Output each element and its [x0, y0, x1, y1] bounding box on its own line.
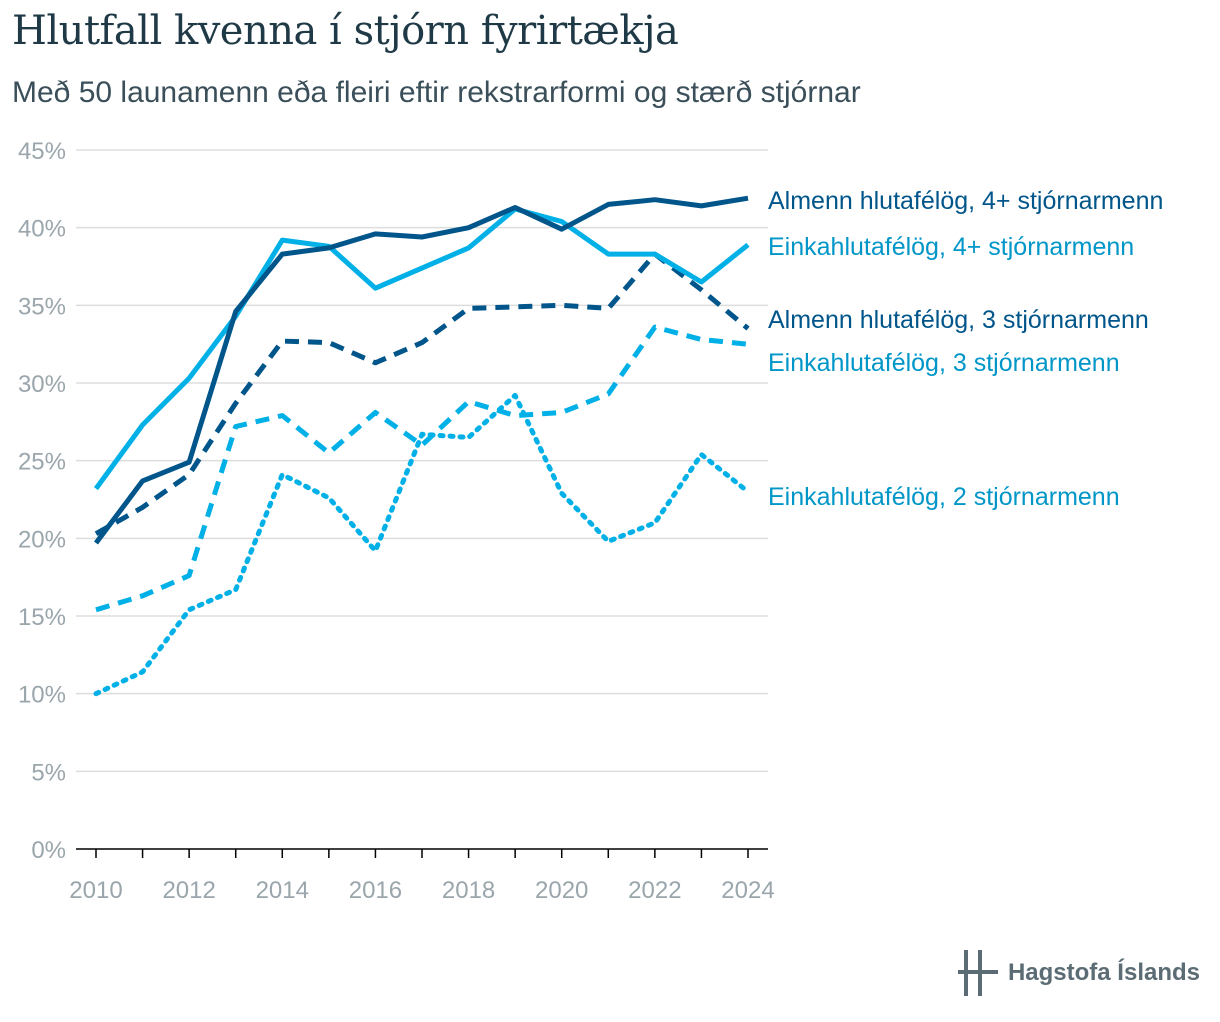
series-label: Einkahlutafélög, 2 stjórnarmenn — [768, 483, 1120, 511]
chart-subtitle: Með 50 launamenn eða fleiri eftir rekstr… — [12, 76, 861, 109]
series-label: Einkahlutafélög, 4+ stjórnarmenn — [768, 233, 1134, 261]
x-axis: 2010 2012 2014 2016 2018 2020 2022 2024 — [69, 849, 775, 904]
y-tick-label: 40% — [18, 216, 66, 243]
y-tick-label: 30% — [18, 371, 66, 398]
hagstofa-logo-text: Hagstofa Íslands — [1007, 959, 1200, 986]
series-line-3 — [94, 251, 750, 536]
y-tick-label: 20% — [18, 526, 66, 553]
x-tick-label: 2010 — [69, 877, 122, 904]
y-tick-label: 45% — [18, 138, 66, 165]
series-line-5 — [93, 392, 751, 697]
y-tick-label: 0% — [31, 837, 66, 864]
x-tick-label: 2022 — [628, 877, 681, 904]
series-label: Almenn hlutafélög, 3 stjórnarmenn — [768, 306, 1149, 334]
x-tick-label: 2024 — [721, 877, 774, 904]
series-label: Einkahlutafélög, 3 stjórnarmenn — [768, 349, 1120, 377]
series-line-1 — [94, 195, 749, 545]
x-tick-label: 2014 — [256, 877, 309, 904]
series-line-2 — [93, 206, 750, 491]
x-tick-label: 2018 — [442, 877, 495, 904]
series-line-4 — [95, 324, 749, 613]
y-tick-label: 10% — [18, 682, 66, 709]
x-tick-label: 2012 — [162, 877, 215, 904]
y-tick-label: 25% — [18, 449, 66, 476]
y-tick-label: 5% — [31, 759, 66, 786]
series-label: Almenn hlutafélög, 4+ stjórnarmenn — [768, 187, 1163, 215]
series-labels: Almenn hlutafélög, 4+ stjórnarmenn Einkah… — [768, 187, 1163, 511]
y-axis: 0% 5% 10% 15% 20% 25% 30% 35% 40% 45% — [18, 138, 768, 864]
y-tick-label: 15% — [18, 604, 66, 631]
y-tick-label: 35% — [18, 293, 66, 320]
gridlines — [76, 149, 768, 773]
chart-title: Hlutfall kvenna í stjórn fyrirtækja — [12, 8, 679, 54]
hagstofa-logo-icon — [957, 950, 998, 996]
x-tick-label: 2020 — [535, 877, 588, 904]
hagstofa-logo: Hagstofa Íslands — [957, 950, 1200, 996]
x-tick-label: 2016 — [349, 877, 402, 904]
